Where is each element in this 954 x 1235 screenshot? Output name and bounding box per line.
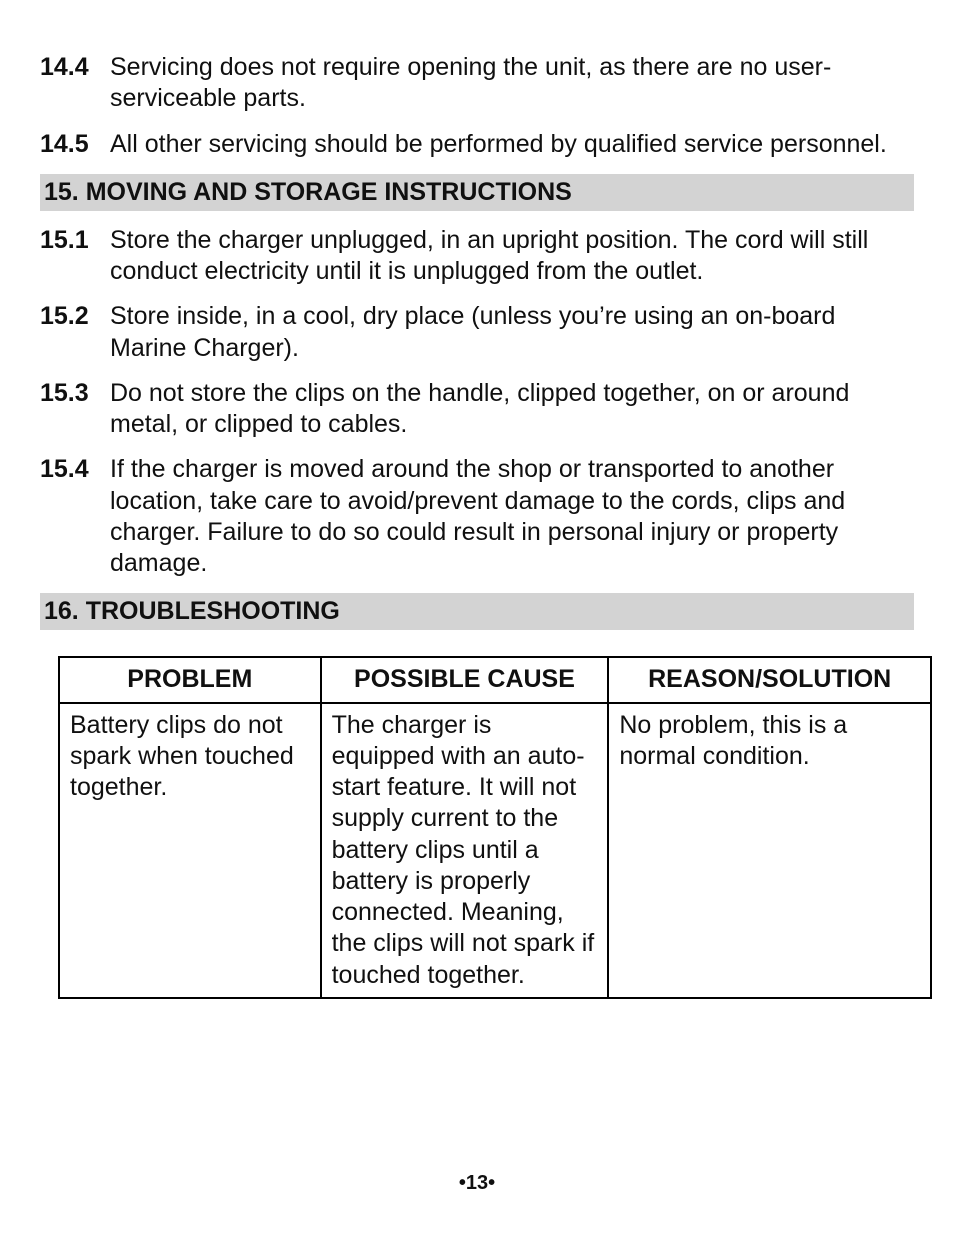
- page-number: •13•: [0, 1172, 954, 1195]
- list-item: 14.4 Servicing does not require opening …: [40, 52, 914, 115]
- item-number: 15.2: [40, 301, 110, 364]
- item-text: All other servicing should be performed …: [110, 129, 914, 160]
- table-row: Battery clips do not spark when touched …: [59, 703, 931, 998]
- item-text: If the charger is moved around the shop …: [110, 454, 914, 579]
- table-header-problem: PROBLEM: [59, 657, 321, 702]
- item-text: Store the charger unplugged, in an uprig…: [110, 225, 914, 288]
- table-cell-solution: No problem, this is a normal condition.: [608, 703, 931, 998]
- item-text: Servicing does not require opening the u…: [110, 52, 914, 115]
- table-cell-cause: The charger is equipped with an auto-sta…: [321, 703, 609, 998]
- list-item: 15.4 If the charger is moved around the …: [40, 454, 914, 579]
- list-item: 15.3 Do not store the clips on the handl…: [40, 378, 914, 441]
- section-heading-moving-storage: 15. MOVING AND STORAGE INSTRUCTIONS: [40, 174, 914, 211]
- table-header-solution: REASON/SOLUTION: [608, 657, 931, 702]
- item-number: 15.4: [40, 454, 110, 579]
- item-text: Store inside, in a cool, dry place (unle…: [110, 301, 914, 364]
- table-header-cause: POSSIBLE CAUSE: [321, 657, 609, 702]
- table-header-row: PROBLEM POSSIBLE CAUSE REASON/SOLUTION: [59, 657, 931, 702]
- item-number: 14.4: [40, 52, 110, 115]
- troubleshooting-table-wrapper: PROBLEM POSSIBLE CAUSE REASON/SOLUTION B…: [58, 656, 932, 999]
- troubleshooting-table: PROBLEM POSSIBLE CAUSE REASON/SOLUTION B…: [58, 656, 932, 999]
- item-number: 14.5: [40, 129, 110, 160]
- list-item: 14.5 All other servicing should be perfo…: [40, 129, 914, 160]
- table-cell-problem: Battery clips do not spark when touched …: [59, 703, 321, 998]
- list-item: 15.1 Store the charger unplugged, in an …: [40, 225, 914, 288]
- section-heading-troubleshooting: 16. TROUBLESHOOTING: [40, 593, 914, 630]
- item-text: Do not store the clips on the handle, cl…: [110, 378, 914, 441]
- item-number: 15.1: [40, 225, 110, 288]
- item-number: 15.3: [40, 378, 110, 441]
- list-item: 15.2 Store inside, in a cool, dry place …: [40, 301, 914, 364]
